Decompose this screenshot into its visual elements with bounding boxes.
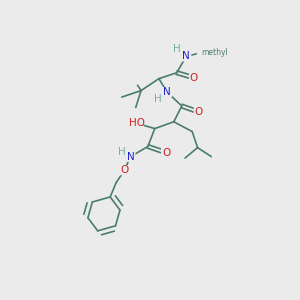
FancyBboxPatch shape [172,44,182,54]
Text: O: O [162,148,170,158]
FancyBboxPatch shape [197,48,217,57]
Text: N: N [127,152,134,162]
Text: H: H [173,44,181,54]
FancyBboxPatch shape [162,87,172,97]
FancyBboxPatch shape [130,119,143,128]
Text: methyl: methyl [202,48,229,57]
Text: N: N [163,87,171,97]
FancyBboxPatch shape [153,94,164,104]
FancyBboxPatch shape [181,51,191,62]
FancyBboxPatch shape [116,147,127,158]
FancyBboxPatch shape [125,152,135,162]
Text: O: O [190,73,198,83]
Text: HO: HO [129,118,145,128]
FancyBboxPatch shape [161,148,171,158]
Text: H: H [154,94,162,104]
FancyBboxPatch shape [189,73,199,83]
Text: H: H [118,147,125,158]
Text: O: O [120,165,129,175]
Text: O: O [195,107,203,117]
FancyBboxPatch shape [194,107,204,117]
FancyBboxPatch shape [119,165,130,175]
Text: N: N [182,51,190,62]
